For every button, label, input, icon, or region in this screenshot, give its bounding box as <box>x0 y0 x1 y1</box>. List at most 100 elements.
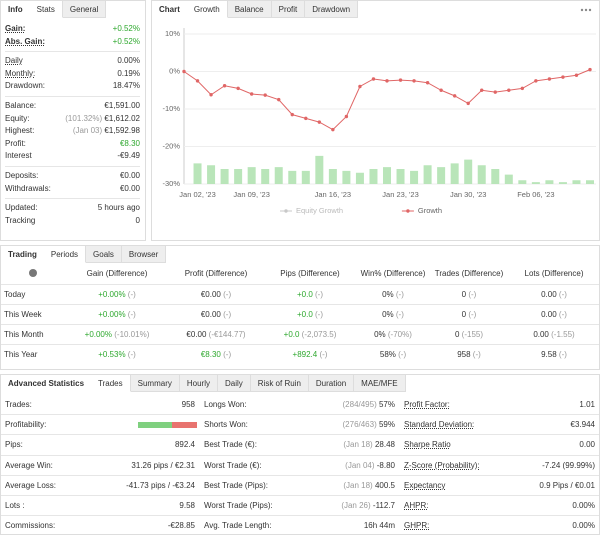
tab[interactable]: Periods <box>43 246 87 263</box>
stat-value: 1.01 <box>579 400 595 409</box>
stat-label: Worst Trade (€): <box>204 460 262 470</box>
bar <box>491 169 500 184</box>
row-separator <box>1 454 599 456</box>
cell: 0.00 (-) <box>504 310 599 320</box>
tab[interactable]: Hourly <box>179 375 218 392</box>
panel-heading: Info <box>8 5 23 14</box>
stat-value: 0.00 <box>579 440 595 450</box>
info-label: Updated: <box>5 203 38 213</box>
info-value-group: 0.19% <box>117 68 140 81</box>
stat-label: Standard Deviation: <box>404 420 475 430</box>
stat-value-group: 0.00% <box>572 501 595 511</box>
tab[interactable]: Goals <box>86 246 122 263</box>
row-separator <box>1 284 599 285</box>
info-row: Balance: €1,591.00 <box>5 100 140 113</box>
y-tick-label: -10% <box>162 104 180 113</box>
y-tick-label: 0% <box>169 66 180 75</box>
tab[interactable]: Daily <box>218 375 251 392</box>
stat-label: Profitability: <box>5 420 47 430</box>
cell: +0.00% (-) <box>67 290 167 300</box>
stat-value-group: €3.944 <box>571 420 595 430</box>
stat-label: Commissions: <box>5 521 56 531</box>
cell: 0 (-) <box>419 310 519 320</box>
tab[interactable]: MAE/MFE <box>354 375 406 392</box>
stat-label: Trades: <box>5 400 32 409</box>
cell-difference: (-) <box>127 350 136 359</box>
y-tick-label: -20% <box>162 141 180 150</box>
info-label: Gain: <box>5 24 26 33</box>
stat-label: Worst Trade (Pips): <box>204 501 273 510</box>
bar <box>504 174 513 184</box>
row-label: This Week <box>4 310 42 319</box>
tab[interactable]: Summary <box>130 375 180 392</box>
stat-value-group: 0.00% <box>572 521 595 531</box>
info-label: Monthly: <box>5 68 36 78</box>
tab[interactable]: Trades <box>91 375 131 392</box>
stat-value-group: 1.01 <box>579 400 595 410</box>
tab[interactable]: Profit <box>271 1 306 18</box>
stat-value: 59% <box>378 420 395 430</box>
info-row: Updated: 5 hours ago <box>5 202 140 215</box>
tab[interactable]: Balance <box>227 1 272 18</box>
info-label: Equity: <box>5 113 30 123</box>
point <box>452 94 457 98</box>
stat-value-group: -7.24 (99.99%) <box>542 461 595 471</box>
stat-label: Expectancy <box>404 480 446 490</box>
info-value: €0.00 <box>119 170 140 180</box>
point <box>331 127 335 132</box>
point <box>466 101 470 106</box>
menu-dot[interactable] <box>584 8 588 12</box>
cell-difference: (-) <box>395 290 404 299</box>
cell-value: +0.00% <box>98 310 126 319</box>
info-value-group: (101.32%) €1,612.02 <box>65 113 140 126</box>
stat-label: Longs Won: <box>204 400 247 409</box>
tab-bar: Chart Growth Balance Profit Drawdown <box>152 1 359 18</box>
tab[interactable]: Duration <box>308 375 355 392</box>
menu-dot[interactable] <box>588 8 592 12</box>
cell-difference: (-) <box>398 350 407 359</box>
bar <box>328 169 337 184</box>
cell-value: €0.00 <box>200 290 221 299</box>
cell-value: 0% <box>382 310 394 319</box>
tab[interactable]: Stats <box>29 1 63 18</box>
tab[interactable]: Drawdown <box>305 1 359 18</box>
cell: 0.00 (-) <box>504 290 599 300</box>
bar <box>464 159 473 184</box>
cell: 0% (-70%) <box>343 330 443 340</box>
cell-difference: (-) <box>127 290 136 299</box>
stat-label: Best Trade (€): <box>204 440 257 450</box>
stat-value: -€28.85 <box>167 521 195 531</box>
tab[interactable]: Browser <box>121 246 167 263</box>
info-value: 5 hours ago <box>97 203 140 213</box>
stat-value-group: (Jan 26) -112.7 <box>341 501 395 511</box>
panel-heading: Advanced Statistics <box>8 379 85 388</box>
info-label: Drawdown: <box>5 81 46 91</box>
cell-difference: (-) <box>223 310 232 319</box>
bar <box>220 169 229 184</box>
menu-dot[interactable] <box>580 8 584 12</box>
tab[interactable]: Risk of Ruin <box>250 375 309 392</box>
info-value-group: 5 hours ago <box>98 202 140 215</box>
info-group: Updated: 5 hours ago Tracking 0 <box>5 199 140 230</box>
tab[interactable]: Growth <box>186 1 228 18</box>
info-value: 0 <box>135 215 140 225</box>
info-value-group: 18.47% <box>113 80 140 93</box>
tab[interactable]: General <box>62 1 107 18</box>
point <box>507 88 511 92</box>
cell-difference: (-) <box>558 310 567 319</box>
row-separator <box>1 515 599 517</box>
point <box>236 86 240 91</box>
info-row: Gain: +0.52% <box>5 23 140 36</box>
stat-value: 31.26 pips / €2.31 <box>131 460 195 470</box>
info-row: Interest -€9.49 <box>5 150 140 163</box>
bar <box>207 165 216 184</box>
cell: €0.00 (-) <box>166 310 266 320</box>
cell-value: +0.0 <box>283 330 300 339</box>
bar <box>423 165 432 184</box>
cell-difference: (-155) <box>461 330 484 339</box>
stat-value: -8.80 <box>376 460 395 470</box>
info-note: (101.32%) <box>65 113 103 123</box>
cell-difference: (-) <box>127 310 136 319</box>
info-row: Deposits: €0.00 <box>5 170 140 183</box>
bar <box>410 170 419 184</box>
